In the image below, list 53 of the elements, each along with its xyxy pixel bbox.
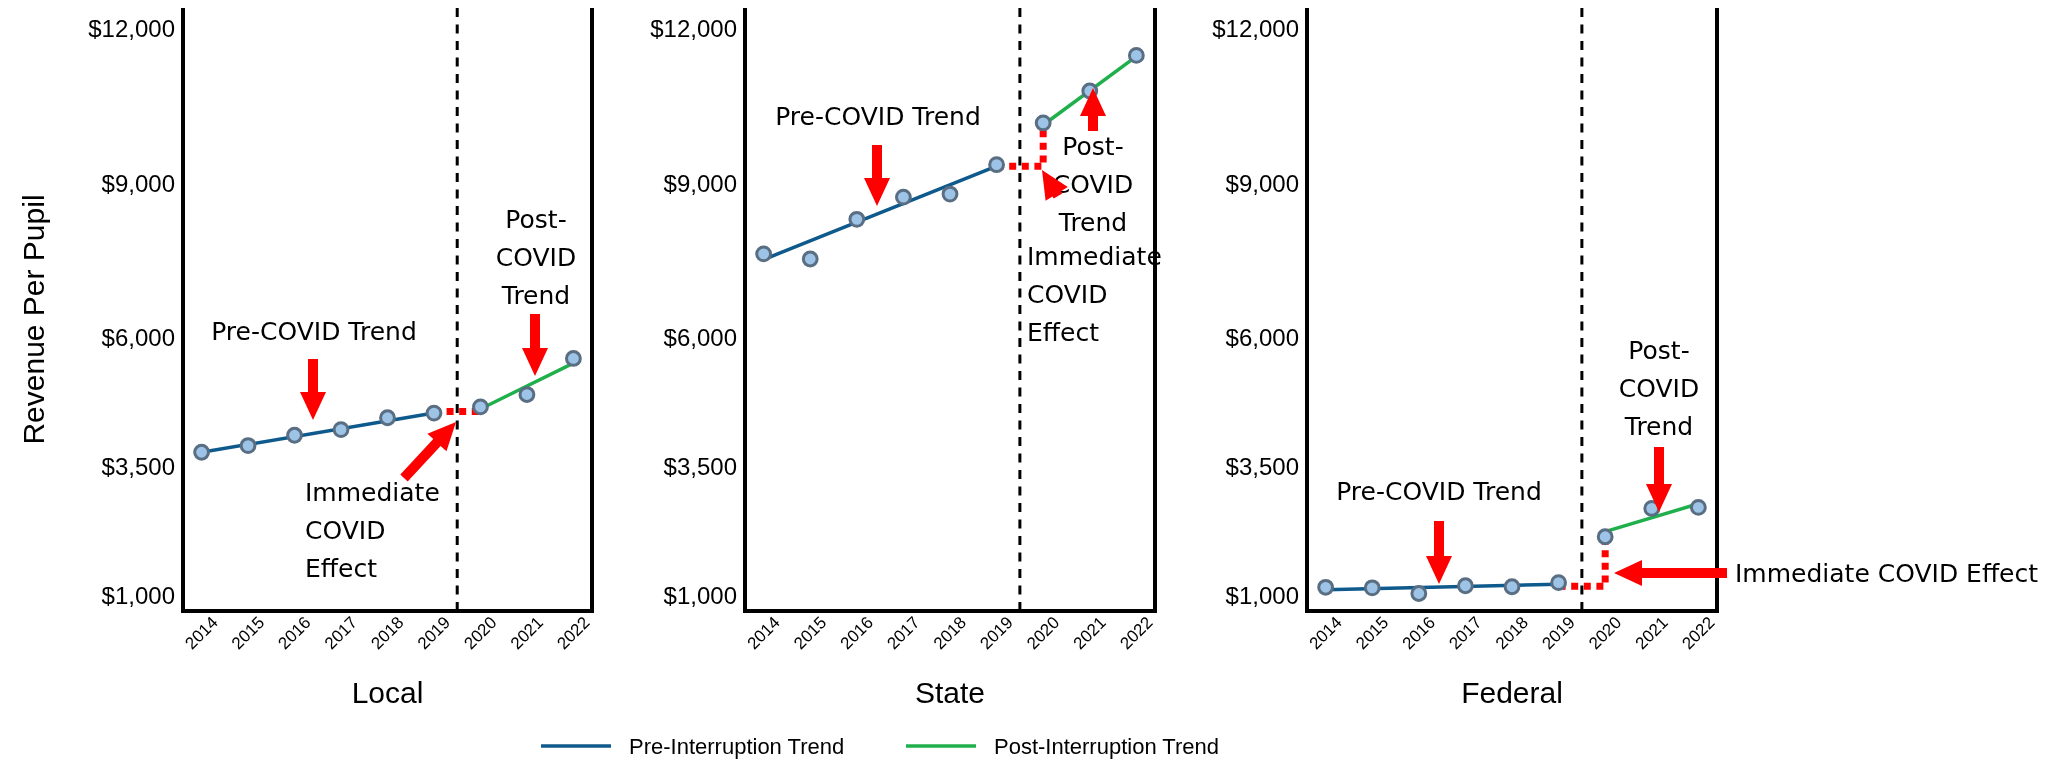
point — [1410, 585, 1428, 602]
x-axis-title: Local — [351, 675, 424, 709]
point — [565, 350, 582, 367]
annotation: Pre-COVID Trend — [775, 101, 981, 131]
point — [1363, 579, 1381, 597]
y-tick-label: $12,000 — [1212, 15, 1299, 43]
annotation: Post-COVID Trend — [1618, 335, 1700, 441]
point — [755, 245, 773, 263]
point — [332, 421, 350, 438]
point — [1596, 528, 1614, 546]
y-axis-title: Revenue Per Pupil — [16, 194, 50, 445]
y-tick-label: $3,500 — [1225, 453, 1299, 481]
point — [379, 409, 396, 427]
point — [848, 210, 866, 228]
point — [941, 185, 959, 203]
legend-label: Pre-Interruption Trend — [629, 733, 845, 759]
point — [286, 426, 303, 444]
y-tick-label: $6,000 — [663, 324, 737, 352]
y-tick-label: $6,000 — [1225, 324, 1299, 352]
legend-label: Post-Interruption Trend — [994, 733, 1220, 759]
point — [193, 443, 210, 461]
y-tick-label: $6,000 — [101, 324, 175, 352]
y-tick-label: $1,000 — [1225, 582, 1299, 610]
x-axis-title: State — [914, 675, 986, 709]
point — [1550, 574, 1567, 592]
annotation: Pre-COVID Trend — [211, 316, 417, 346]
y-tick-label: $12,000 — [88, 15, 175, 43]
point — [1127, 47, 1145, 64]
annotation: Immediate COVID Effect — [305, 477, 440, 583]
y-tick-label: $1,000 — [663, 582, 737, 610]
x-axis-title: Federal — [1461, 675, 1563, 709]
point — [1689, 499, 1707, 516]
point — [1503, 578, 1521, 596]
y-tick-label: $1,000 — [101, 582, 175, 610]
y-tick-label: $3,500 — [101, 453, 175, 481]
y-tick-label: $9,000 — [1225, 169, 1299, 197]
y-tick-label: $9,000 — [101, 169, 175, 197]
point — [472, 398, 489, 416]
text: Immediate COVID Effect — [1735, 558, 2039, 588]
y-tick-label: $9,000 — [663, 169, 737, 197]
point — [1034, 114, 1052, 132]
point — [1457, 577, 1474, 595]
point — [518, 386, 536, 403]
annotation: Pre-COVID Trend — [1336, 476, 1542, 506]
y-tick-label: $12,000 — [650, 15, 737, 43]
point — [895, 188, 912, 206]
point — [801, 250, 819, 268]
point — [988, 156, 1005, 174]
point — [1317, 578, 1335, 596]
point — [425, 404, 443, 422]
point — [239, 437, 257, 454]
y-tick-label: $3,500 — [663, 453, 737, 481]
annotation: Post-COVID Trend — [495, 204, 577, 310]
